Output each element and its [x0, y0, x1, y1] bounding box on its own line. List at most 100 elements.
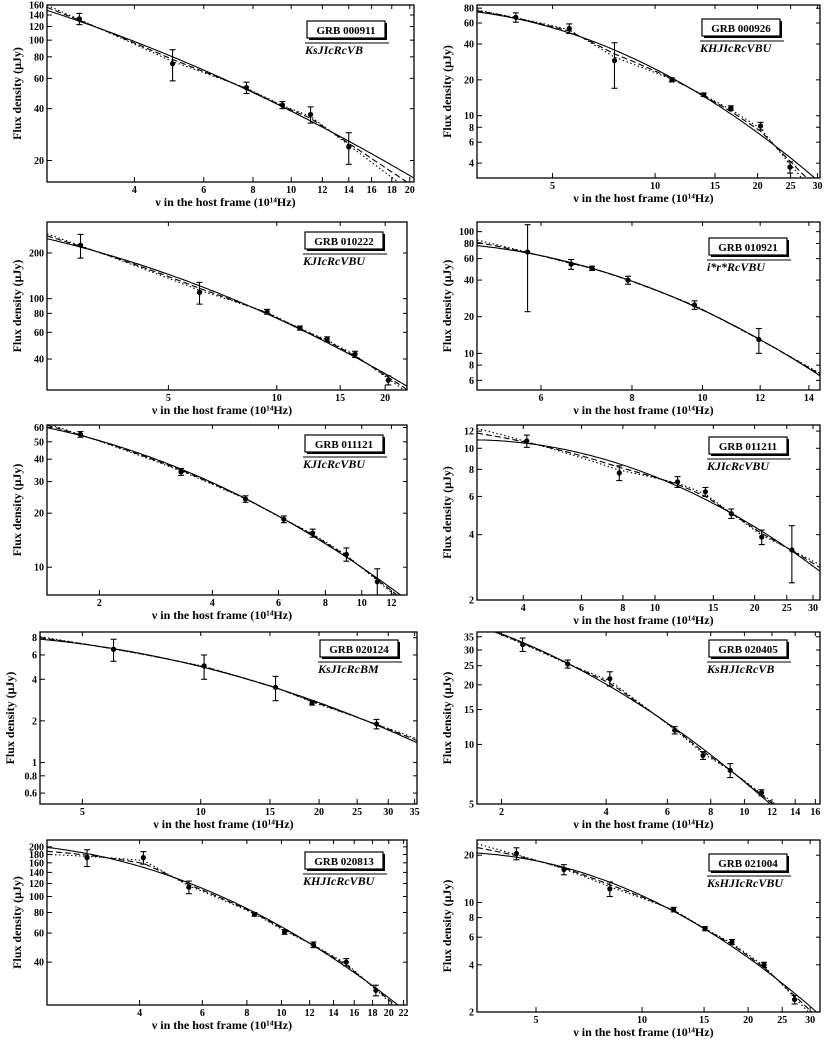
data-marker — [761, 962, 767, 968]
model-curve-solid — [47, 238, 407, 387]
data-marker — [346, 144, 352, 150]
data-point — [758, 529, 765, 546]
model-curves — [477, 9, 816, 178]
data-point — [519, 637, 526, 653]
filter-list: KJIcRcVBU — [302, 457, 366, 471]
x-tick-label: 5 — [534, 1015, 539, 1026]
data-point — [201, 654, 208, 680]
data-marker — [242, 496, 249, 502]
grb-label-box — [708, 237, 788, 256]
data-point — [77, 431, 84, 438]
data-marker — [757, 123, 764, 129]
y-axis-label: Flux density (μJy) — [440, 45, 454, 138]
grb-name: GRB 010222 — [314, 236, 374, 248]
data-point — [373, 718, 380, 730]
x-axis-label: ν in the host frame (10¹⁴Hz) — [572, 613, 713, 627]
data-marker — [84, 855, 90, 861]
filter-list: KJIcRcVBU — [302, 254, 366, 268]
x-tick-label: 20 — [384, 1008, 394, 1019]
x-tick-label: 6 — [201, 185, 206, 196]
x-tick-label: 18 — [387, 185, 397, 196]
data-point — [670, 906, 677, 913]
data-marker — [251, 911, 258, 917]
data-point — [674, 476, 681, 488]
data-marker — [373, 987, 379, 993]
data-marker — [727, 767, 733, 773]
y-tick-label: 50 — [34, 437, 44, 448]
x-tick-label: 30 — [808, 603, 818, 614]
y-tick-label: 4 — [469, 530, 474, 541]
y-tick-label: 15 — [464, 705, 474, 716]
x-tick-label: 2 — [97, 598, 102, 609]
x-tick-label: 12 — [386, 598, 396, 609]
data-marker — [524, 249, 531, 255]
y-tick-label: 10 — [34, 563, 44, 574]
y-tick-label: 35 — [464, 632, 474, 643]
x-axis-label: ν in the host frame (10¹⁴Hz) — [572, 817, 713, 831]
data-marker — [77, 242, 84, 248]
y-tick-label: 60 — [464, 19, 474, 30]
data-marker — [385, 377, 391, 383]
data-marker — [201, 663, 207, 669]
data-marker — [787, 164, 793, 170]
model-curve-dashed — [477, 847, 813, 1012]
y-tick-label: 10 — [464, 349, 474, 360]
y-tick-label: 4 — [32, 675, 37, 686]
x-tick-label: 20 — [314, 807, 324, 818]
x-axis-label: ν in the host frame (10¹⁴Hz) — [572, 191, 713, 205]
panel-grb-021004: 5 10 15 20 25 30 2 4 6 8 10 20 ν in the host frame (… — [440, 839, 821, 1039]
data-marker — [520, 641, 526, 648]
data-marker — [568, 261, 574, 267]
grb-label: GRB 021004 KsHJIcRcVBU — [706, 853, 791, 890]
data-marker — [178, 469, 184, 475]
x-tick-label: 8 — [250, 185, 255, 196]
data-marker — [297, 325, 303, 331]
data-marker — [616, 470, 622, 476]
data-marker — [791, 996, 798, 1003]
model-curve-dashed — [47, 235, 407, 390]
y-tick-label: 100 — [29, 36, 44, 47]
y-axis-label: Flux density (μJy) — [440, 466, 454, 559]
data-point — [791, 994, 798, 1005]
x-tick-label: 14 — [804, 393, 814, 404]
grb-name: GRB 000926 — [711, 23, 771, 35]
data-marker — [607, 676, 613, 682]
x-tick-label: 5 — [166, 393, 171, 404]
y-tick-label: 10 — [464, 898, 474, 909]
y-tick-label: 100 — [29, 294, 44, 305]
grb-name: GRB 010921 — [718, 242, 778, 254]
data-marker — [307, 111, 314, 118]
data-point — [385, 375, 392, 386]
data-point — [77, 233, 84, 259]
x-tick-label: 5 — [550, 181, 555, 192]
data-point — [564, 659, 571, 669]
data-point — [761, 961, 768, 968]
x-tick-label: 6 — [539, 393, 544, 404]
x-tick-label: 12 — [305, 1008, 315, 1019]
x-tick-label: 4 — [132, 185, 137, 196]
data-point — [702, 486, 709, 497]
data-point — [76, 12, 83, 26]
model-curve-solid — [477, 245, 820, 377]
y-tick-label: 0.6 — [25, 789, 38, 800]
filter-list: KHJIcRcVBU — [302, 874, 376, 888]
x-tick-label: 8 — [323, 598, 328, 609]
data-point — [668, 77, 675, 83]
data-point — [345, 132, 352, 165]
data-marker — [343, 959, 349, 965]
data-point — [606, 881, 613, 898]
x-tick-label: 10 — [276, 1008, 286, 1019]
y-tick-label: 10 — [464, 111, 474, 122]
filter-list: KsHJIcRcVBU — [706, 876, 784, 890]
grb-label: GRB 010222 KJIcRcVBU — [302, 231, 387, 268]
data-marker — [756, 336, 762, 343]
model-curves — [47, 846, 399, 1005]
data-point — [178, 467, 185, 476]
data-marker — [669, 77, 675, 83]
plot-frame — [476, 221, 821, 391]
data-point — [185, 880, 192, 895]
data-point — [606, 671, 613, 687]
panel-grb-010222: 5 10 15 20 40 60 80 100 200 ν in the host frame (… — [10, 221, 408, 417]
panel-grb-020405: 2 4 6 8 10 12 14 16 5 10 15 20 25 30 35 ν in the host f… — [440, 631, 821, 831]
